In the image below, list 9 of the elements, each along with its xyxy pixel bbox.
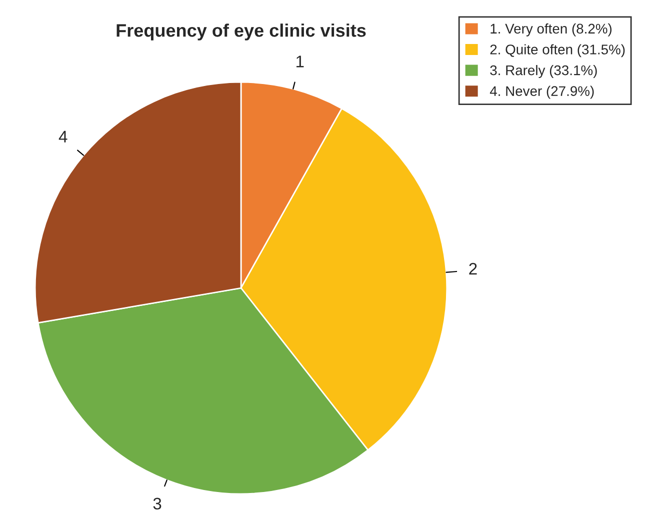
- chart-title: Frequency of eye clinic visits: [116, 24, 366, 40]
- text: 4: [58, 130, 68, 142]
- text: 2: [469, 262, 477, 275]
- text: 1: [296, 56, 304, 68]
- legend-label: 3. Rarely (33.1%): [490, 65, 597, 78]
- legend-label: 4. Never (27.9%): [490, 86, 594, 99]
- legend-label: 1. Very often (8.2%): [490, 23, 612, 36]
- text: 3: [153, 498, 162, 510]
- legend-label: 2. Quite often (31.5%): [490, 44, 625, 58]
